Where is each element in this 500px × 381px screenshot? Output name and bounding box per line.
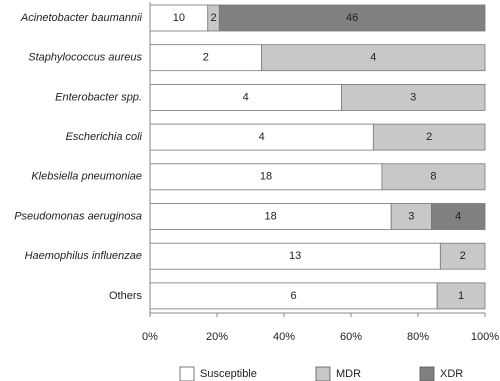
bar-segment (390, 203, 432, 230)
x-tick-label: 40% (273, 331, 295, 343)
value-label: 3 (408, 210, 414, 222)
bar-segment (149, 163, 383, 191)
category-label: Escherichia coli (66, 131, 143, 143)
bar-segment (430, 203, 486, 230)
value-label: 2 (460, 250, 466, 262)
bar-segment (439, 242, 486, 270)
category-label: Enterobacter spp. (55, 91, 142, 103)
value-label: 4 (370, 52, 376, 64)
value-label: 2 (426, 131, 432, 143)
bar-segment (381, 163, 486, 191)
value-label: 4 (259, 131, 265, 143)
bar-segment (149, 242, 441, 270)
value-label: 4 (243, 91, 249, 103)
category-label: Staphylococcus aureus (28, 52, 142, 64)
legend-label: Susceptible (200, 368, 257, 380)
category-label: Pseudomonas aeruginosa (14, 210, 142, 222)
value-label: 13 (289, 250, 301, 262)
x-tick-label: 20% (206, 331, 228, 343)
legend-swatch (315, 366, 331, 381)
x-tick-label: 0% (142, 331, 158, 343)
value-label: 18 (260, 171, 272, 183)
bar-segment (149, 84, 342, 111)
value-label: 18 (264, 210, 276, 222)
value-label: 2 (210, 12, 216, 24)
bar-segment (149, 4, 209, 32)
value-label: 2 (203, 52, 209, 64)
value-label: 1 (458, 290, 464, 302)
value-label: 8 (430, 171, 436, 183)
bar-segment (149, 123, 374, 151)
value-label: 10 (173, 12, 185, 24)
bar-segment (149, 203, 392, 230)
x-tick-label: 100% (471, 331, 499, 343)
bar-segment (261, 44, 486, 72)
bar-segment (341, 84, 486, 111)
x-tick-label: 80% (407, 331, 429, 343)
legend-swatch (179, 366, 195, 381)
bar-segment (218, 4, 486, 32)
value-label: 6 (291, 290, 297, 302)
value-label: 46 (346, 12, 358, 24)
bar-segment (372, 123, 486, 151)
category-label: Klebsiella pneumoniae (31, 171, 142, 183)
bar-segment (436, 282, 486, 310)
category-label: Acinetobacter baumannii (20, 12, 143, 24)
category-label: Others (109, 290, 143, 302)
category-label: Haemophilus influenzae (25, 250, 142, 262)
value-label: 3 (410, 91, 416, 103)
legend-swatch (419, 366, 435, 381)
x-tick-label: 60% (340, 331, 362, 343)
legend-label: MDR (336, 368, 361, 380)
value-label: 4 (455, 210, 461, 222)
legend-label: XDR (440, 368, 463, 380)
